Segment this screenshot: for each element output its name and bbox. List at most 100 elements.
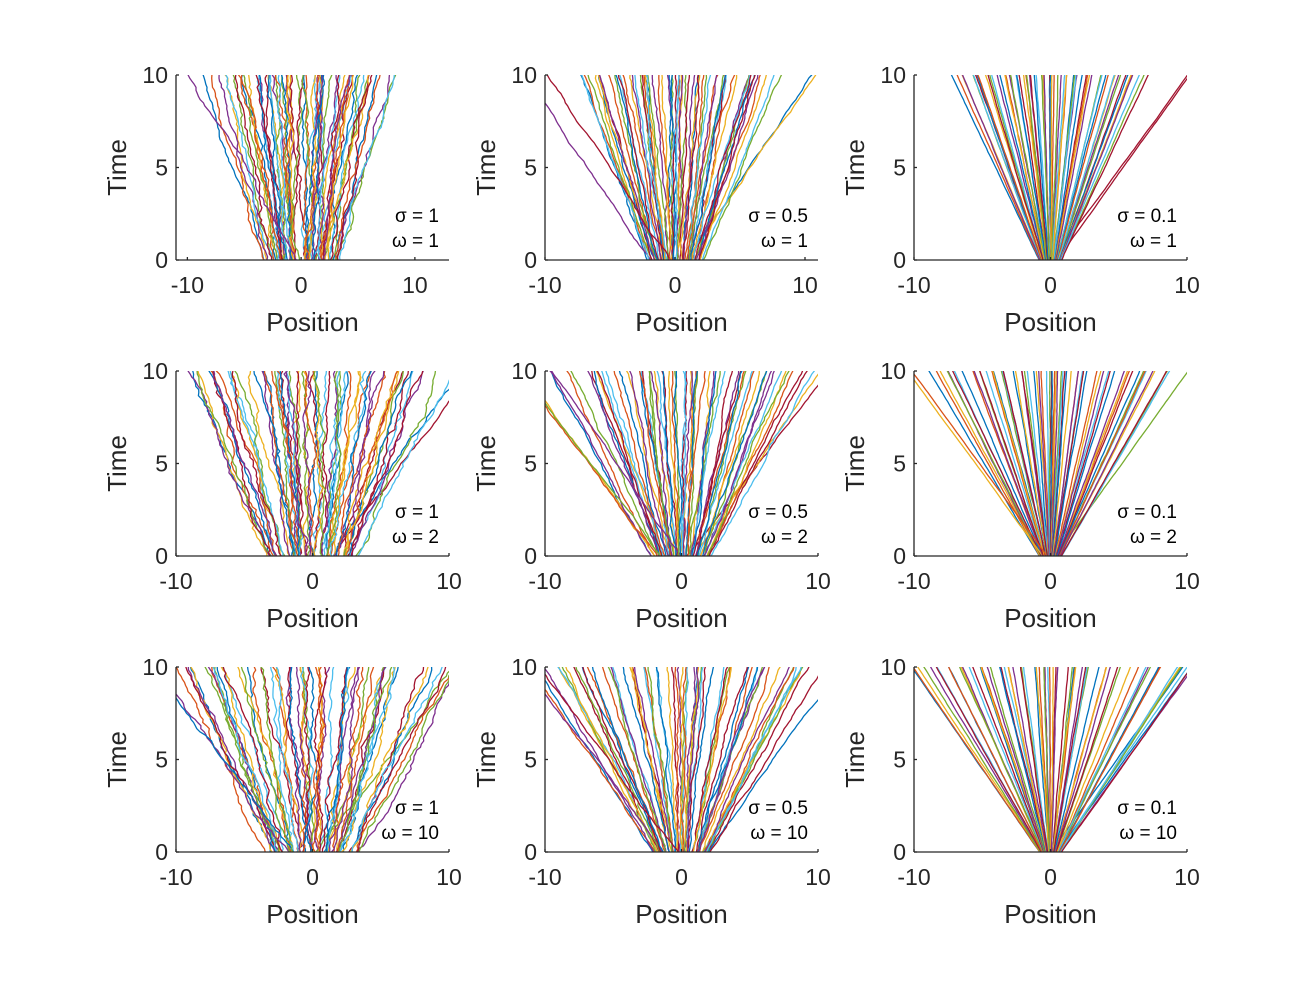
trajectory-line [605,371,664,556]
trajectory-line [565,667,659,852]
trajectory-line [338,667,386,852]
trajectory-line [324,75,355,260]
trajectory-line [1038,667,1050,852]
trajectory-line [1026,75,1048,260]
trajectory-line [618,371,667,556]
sigma-annotation: σ = 0.1 [1117,798,1177,819]
trajectory-line [202,75,265,260]
trajectory-line [698,75,761,260]
trajectory-line [646,75,668,260]
trajectory-line [1059,371,1154,556]
y-axis-label: Time [471,731,501,788]
trajectory-line [325,371,342,556]
trajectory-line [914,373,1048,556]
trajectory-line [1029,75,1049,260]
trajectory-line [670,75,678,260]
x-tick-label: -10 [528,864,561,890]
trajectory-line [1016,75,1047,260]
trajectory-line [613,371,666,556]
trajectory-line [706,667,802,852]
x-tick-label: 10 [805,568,831,594]
trajectory-line [302,371,312,556]
trajectory-line [614,75,658,260]
x-tick-label: 10 [402,272,428,298]
trajectory-line [956,75,1041,260]
trajectory-line [271,371,299,556]
trajectory-line [308,371,325,556]
trajectory-line [343,371,404,556]
trajectory-line [1053,371,1088,556]
trajectory-line [675,75,684,260]
trajectories [914,371,1187,556]
trajectory-line [218,75,269,260]
y-tick-label: 0 [155,839,168,865]
trajectory-line [551,371,682,556]
trajectory-line [629,371,669,556]
x-tick-label: 0 [306,864,319,890]
trajectory-line [285,371,309,556]
trajectory-line [688,667,715,852]
trajectory-line [1057,371,1134,556]
trajectory-line [1056,75,1103,260]
trajectory-line [1060,75,1140,260]
trajectories [545,667,818,852]
trajectory-line [1038,371,1050,556]
x-tick-label: 0 [295,272,308,298]
trajectory-line [1000,667,1047,852]
sigma-annotation: σ = 0.5 [748,502,808,523]
trajectory-line [269,75,288,260]
x-tick-label: 10 [1174,568,1200,594]
trajectory-line [698,75,759,260]
x-axis-label: Position [266,899,359,929]
trajectory-line [557,667,658,852]
trajectory-line [950,75,1040,260]
sigma-annotation: σ = 0.5 [748,798,808,819]
trajectory-line [1055,667,1119,852]
trajectory-line [607,667,666,852]
trajectory-line [356,667,447,852]
trajectory-line [622,667,671,852]
trajectory-line [313,667,331,852]
trajectory-line [1034,667,1050,852]
trajectory-line [1053,371,1080,556]
trajectory-line [701,75,775,260]
trajectory-line [647,75,669,260]
trajectory-line [1059,75,1134,260]
trajectory-line [308,75,324,260]
trajectory-line [692,371,726,556]
trajectory-line [323,371,348,556]
trajectory-line [692,667,732,852]
trajectory-line [1050,667,1059,852]
trajectory-line [187,371,271,556]
trajectory-line [996,75,1045,260]
trajectories [950,75,1187,260]
trajectory-line [1054,75,1091,260]
trajectory-line [694,75,752,260]
trajectory-line [707,698,818,852]
trajectory-line [1004,75,1046,260]
trajectory-line [215,371,277,556]
trajectory-line [1052,667,1077,852]
trajectory-line [707,371,790,556]
y-tick-label: 10 [880,62,906,88]
trajectory-line [336,75,373,260]
y-tick-label: 5 [893,451,906,477]
trajectory-line [1040,75,1050,260]
trajectory-line [972,75,1042,260]
trajectory-line [1057,371,1129,556]
trajectory-line [285,667,302,852]
x-tick-label: 0 [675,568,688,594]
x-tick-label: 10 [436,568,462,594]
trajectory-line [593,371,661,556]
trajectory-line [643,75,666,260]
trajectory-line [682,371,693,556]
trajectory-line [1060,371,1171,556]
trajectory-line [675,75,680,260]
trajectory-line [1055,371,1111,556]
trajectory-line [322,75,340,260]
y-tick-label: 5 [893,747,906,773]
trajectory-line [914,667,1041,852]
x-axis-label: Position [1004,899,1097,929]
